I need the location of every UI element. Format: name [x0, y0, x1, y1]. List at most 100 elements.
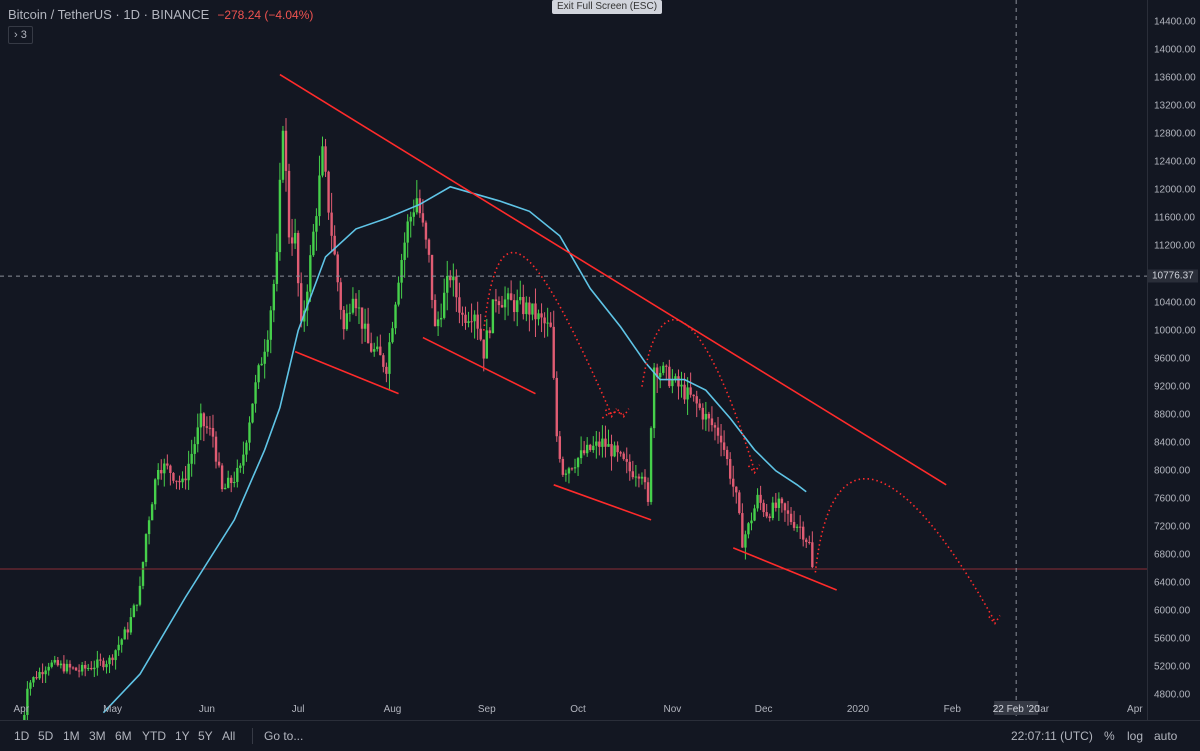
- candle: [382, 353, 385, 373]
- candle: [226, 470, 230, 489]
- candle-body: [467, 321, 470, 323]
- range-button-6m[interactable]: 6M: [115, 729, 132, 743]
- candle-body: [677, 376, 680, 387]
- candle-body: [725, 449, 729, 460]
- candle-body: [90, 667, 93, 670]
- bottom-toolbar: 1D 5D 1M 3M 6M YTD 1Y 5Y All Go to... 22…: [0, 720, 1200, 751]
- candle: [555, 371, 558, 442]
- toolbar-divider: [252, 728, 253, 744]
- candle: [363, 308, 367, 342]
- candle: [172, 472, 175, 484]
- support-trend-line: [422, 336, 536, 395]
- candle: [719, 424, 723, 457]
- exit-fullscreen-button[interactable]: Exit Full Screen (ESC): [552, 0, 663, 14]
- candle-body: [105, 664, 108, 668]
- candle-body: [494, 299, 498, 302]
- candle: [369, 332, 373, 353]
- candle-body: [163, 463, 166, 474]
- candle: [753, 504, 756, 522]
- candle-body: [172, 472, 175, 481]
- candle-body: [306, 291, 309, 311]
- candle: [564, 469, 568, 482]
- candle-body: [23, 714, 26, 720]
- range-button-ytd[interactable]: YTD: [142, 729, 166, 743]
- candle: [525, 296, 528, 322]
- range-button-1y[interactable]: 1Y: [175, 729, 190, 743]
- candle: [403, 232, 406, 278]
- candle: [732, 465, 735, 497]
- candle: [677, 369, 680, 400]
- candle: [205, 416, 209, 434]
- range-button-1m[interactable]: 1M: [63, 729, 80, 743]
- candle: [187, 450, 190, 490]
- candle-body: [120, 639, 123, 645]
- candle: [102, 657, 105, 671]
- candle: [625, 447, 628, 474]
- goto-date-button[interactable]: Go to...: [264, 729, 304, 743]
- candle-body: [333, 235, 336, 255]
- time-axis-label: May: [103, 704, 122, 715]
- candle-body: [315, 216, 318, 232]
- range-button-3m[interactable]: 3M: [89, 729, 106, 743]
- candle: [789, 507, 793, 525]
- percent-scale-button[interactable]: %: [1104, 729, 1115, 743]
- candle-body: [436, 319, 440, 327]
- candle: [792, 510, 796, 531]
- candle-body: [458, 297, 461, 313]
- range-button-5d[interactable]: 5D: [38, 729, 54, 743]
- range-button-1d[interactable]: 1D: [14, 729, 30, 743]
- candle-body: [662, 365, 665, 373]
- candle: [150, 502, 154, 521]
- candle: [765, 503, 768, 519]
- price-tick-label: 6000.00: [1154, 605, 1191, 617]
- candle-body: [762, 502, 765, 513]
- price-tick-label: 5600.00: [1154, 633, 1191, 645]
- symbol-title[interactable]: Bitcoin / TetherUS · 1D · BINANCE: [8, 7, 210, 22]
- candle-body: [485, 330, 488, 359]
- candle-body: [41, 672, 44, 675]
- candle-body: [576, 458, 580, 468]
- candle-body: [403, 242, 406, 260]
- candle-body: [543, 317, 546, 324]
- candle: [324, 138, 327, 178]
- candle: [433, 294, 437, 327]
- candle-body: [446, 275, 449, 293]
- price-chart[interactable]: Apr May Jun Jul Aug Sep Oct Nov Dec 2020 Feb Mar Apr…: [0, 0, 1147, 720]
- candle-body: [744, 534, 747, 548]
- candle: [546, 307, 549, 337]
- candle-body: [619, 452, 622, 454]
- candle-body: [473, 314, 476, 322]
- candle: [674, 373, 677, 383]
- price-scale[interactable]: 4800.00 5200.00 5600.00 6000.00 6400.00 6800.…: [1147, 0, 1200, 720]
- candle-body: [339, 282, 342, 310]
- candle-body: [683, 384, 686, 400]
- candle-body: [604, 438, 607, 447]
- candle-body: [439, 317, 443, 320]
- candle-body: [196, 427, 199, 445]
- candle: [683, 372, 686, 404]
- candle: [117, 636, 120, 656]
- utc-clock[interactable]: 22:07:11 (UTC): [1011, 729, 1093, 743]
- projection-arc: [814, 478, 996, 622]
- candle: [589, 443, 592, 452]
- drawing-overlays: [0, 0, 1147, 720]
- candle: [290, 218, 294, 256]
- candle: [376, 336, 379, 352]
- range-button-5y[interactable]: 5Y: [198, 729, 213, 743]
- candle: [701, 403, 705, 430]
- candle: [193, 436, 196, 465]
- candle-body: [220, 465, 224, 490]
- candle-body: [74, 667, 78, 671]
- candle-body: [698, 403, 701, 408]
- candle: [671, 369, 674, 394]
- candle: [373, 342, 376, 357]
- candle-body: [558, 436, 562, 459]
- range-button-all[interactable]: All: [222, 729, 236, 743]
- candle: [80, 661, 84, 676]
- auto-scale-button[interactable]: auto: [1154, 729, 1178, 743]
- indicators-collapse-button[interactable]: › 3: [8, 26, 33, 44]
- candle-body: [552, 326, 555, 378]
- log-scale-button[interactable]: log: [1127, 729, 1144, 743]
- candle-body: [503, 299, 507, 308]
- candle-body: [187, 463, 190, 481]
